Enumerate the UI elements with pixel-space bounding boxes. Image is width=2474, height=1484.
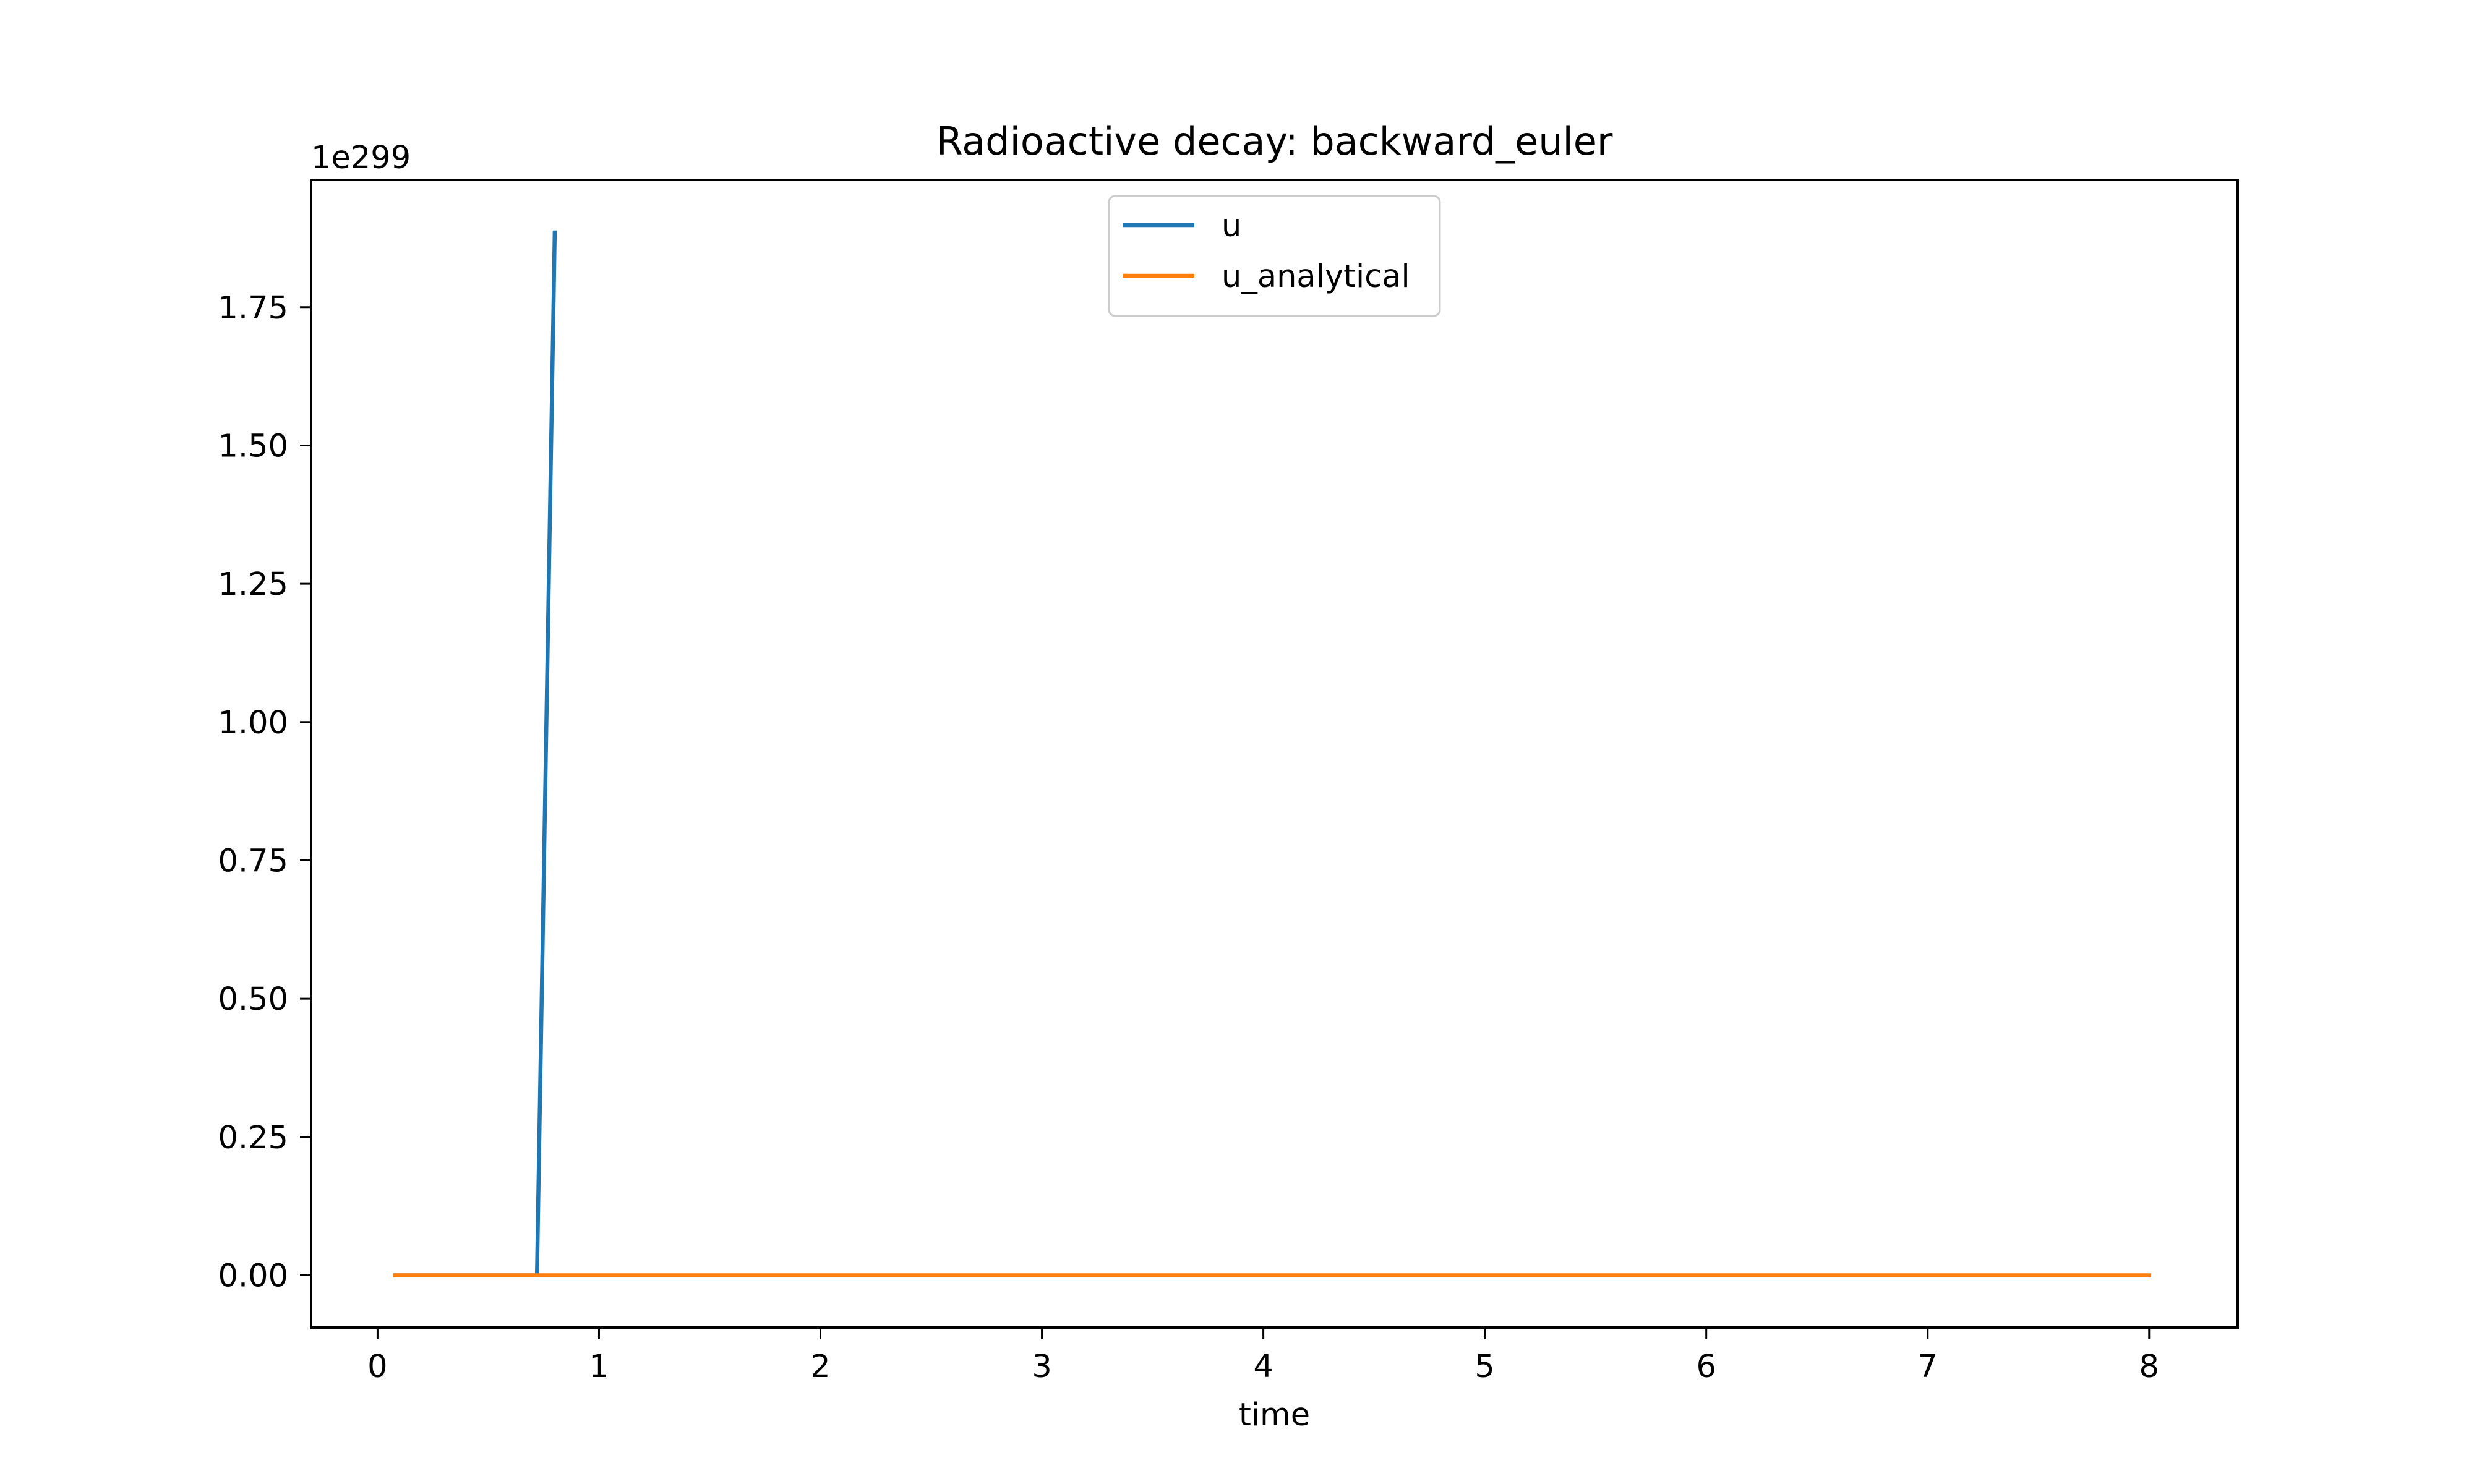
y-tick-label: 0.50 [218, 981, 288, 1018]
x-axis: 0 1 2 3 4 5 6 7 8 [367, 1328, 2159, 1385]
legend-label-u-analytical: u_analytical [1222, 258, 1410, 295]
y-offset-text: 1e299 [311, 140, 411, 176]
x-axis-label: time [1239, 1397, 1310, 1433]
x-tick-label: 3 [1032, 1349, 1051, 1385]
y-tick-label: 1.00 [218, 705, 288, 741]
series-layer [393, 230, 2152, 1277]
y-tick-label: 0.25 [218, 1120, 288, 1156]
y-tick-label: 0.75 [218, 843, 288, 879]
legend-label-u: u [1222, 208, 1241, 244]
chart-title: Radioactive decay: backward_euler [936, 119, 1613, 164]
x-tick-label: 1 [589, 1349, 609, 1385]
x-tick-label: 0 [367, 1349, 387, 1385]
x-tick-label: 2 [810, 1349, 830, 1385]
x-tick-label: 7 [1918, 1349, 1938, 1385]
y-tick-label: 0.00 [218, 1258, 288, 1294]
y-tick-label: 1.50 [218, 428, 288, 464]
x-tick-label: 8 [2139, 1349, 2159, 1385]
x-tick-label: 6 [1696, 1349, 1716, 1385]
legend: u u_analytical [1108, 195, 1441, 317]
y-axis: 0.00 0.25 0.50 0.75 1.00 1.25 1.50 1.75 [218, 290, 311, 1294]
y-tick-label: 1.75 [218, 290, 288, 326]
y-tick-label: 1.25 [218, 566, 288, 603]
legend-box [1108, 195, 1441, 317]
x-tick-label: 5 [1475, 1349, 1494, 1385]
x-tick-label: 4 [1253, 1349, 1273, 1385]
plot-frame [310, 179, 2239, 1329]
